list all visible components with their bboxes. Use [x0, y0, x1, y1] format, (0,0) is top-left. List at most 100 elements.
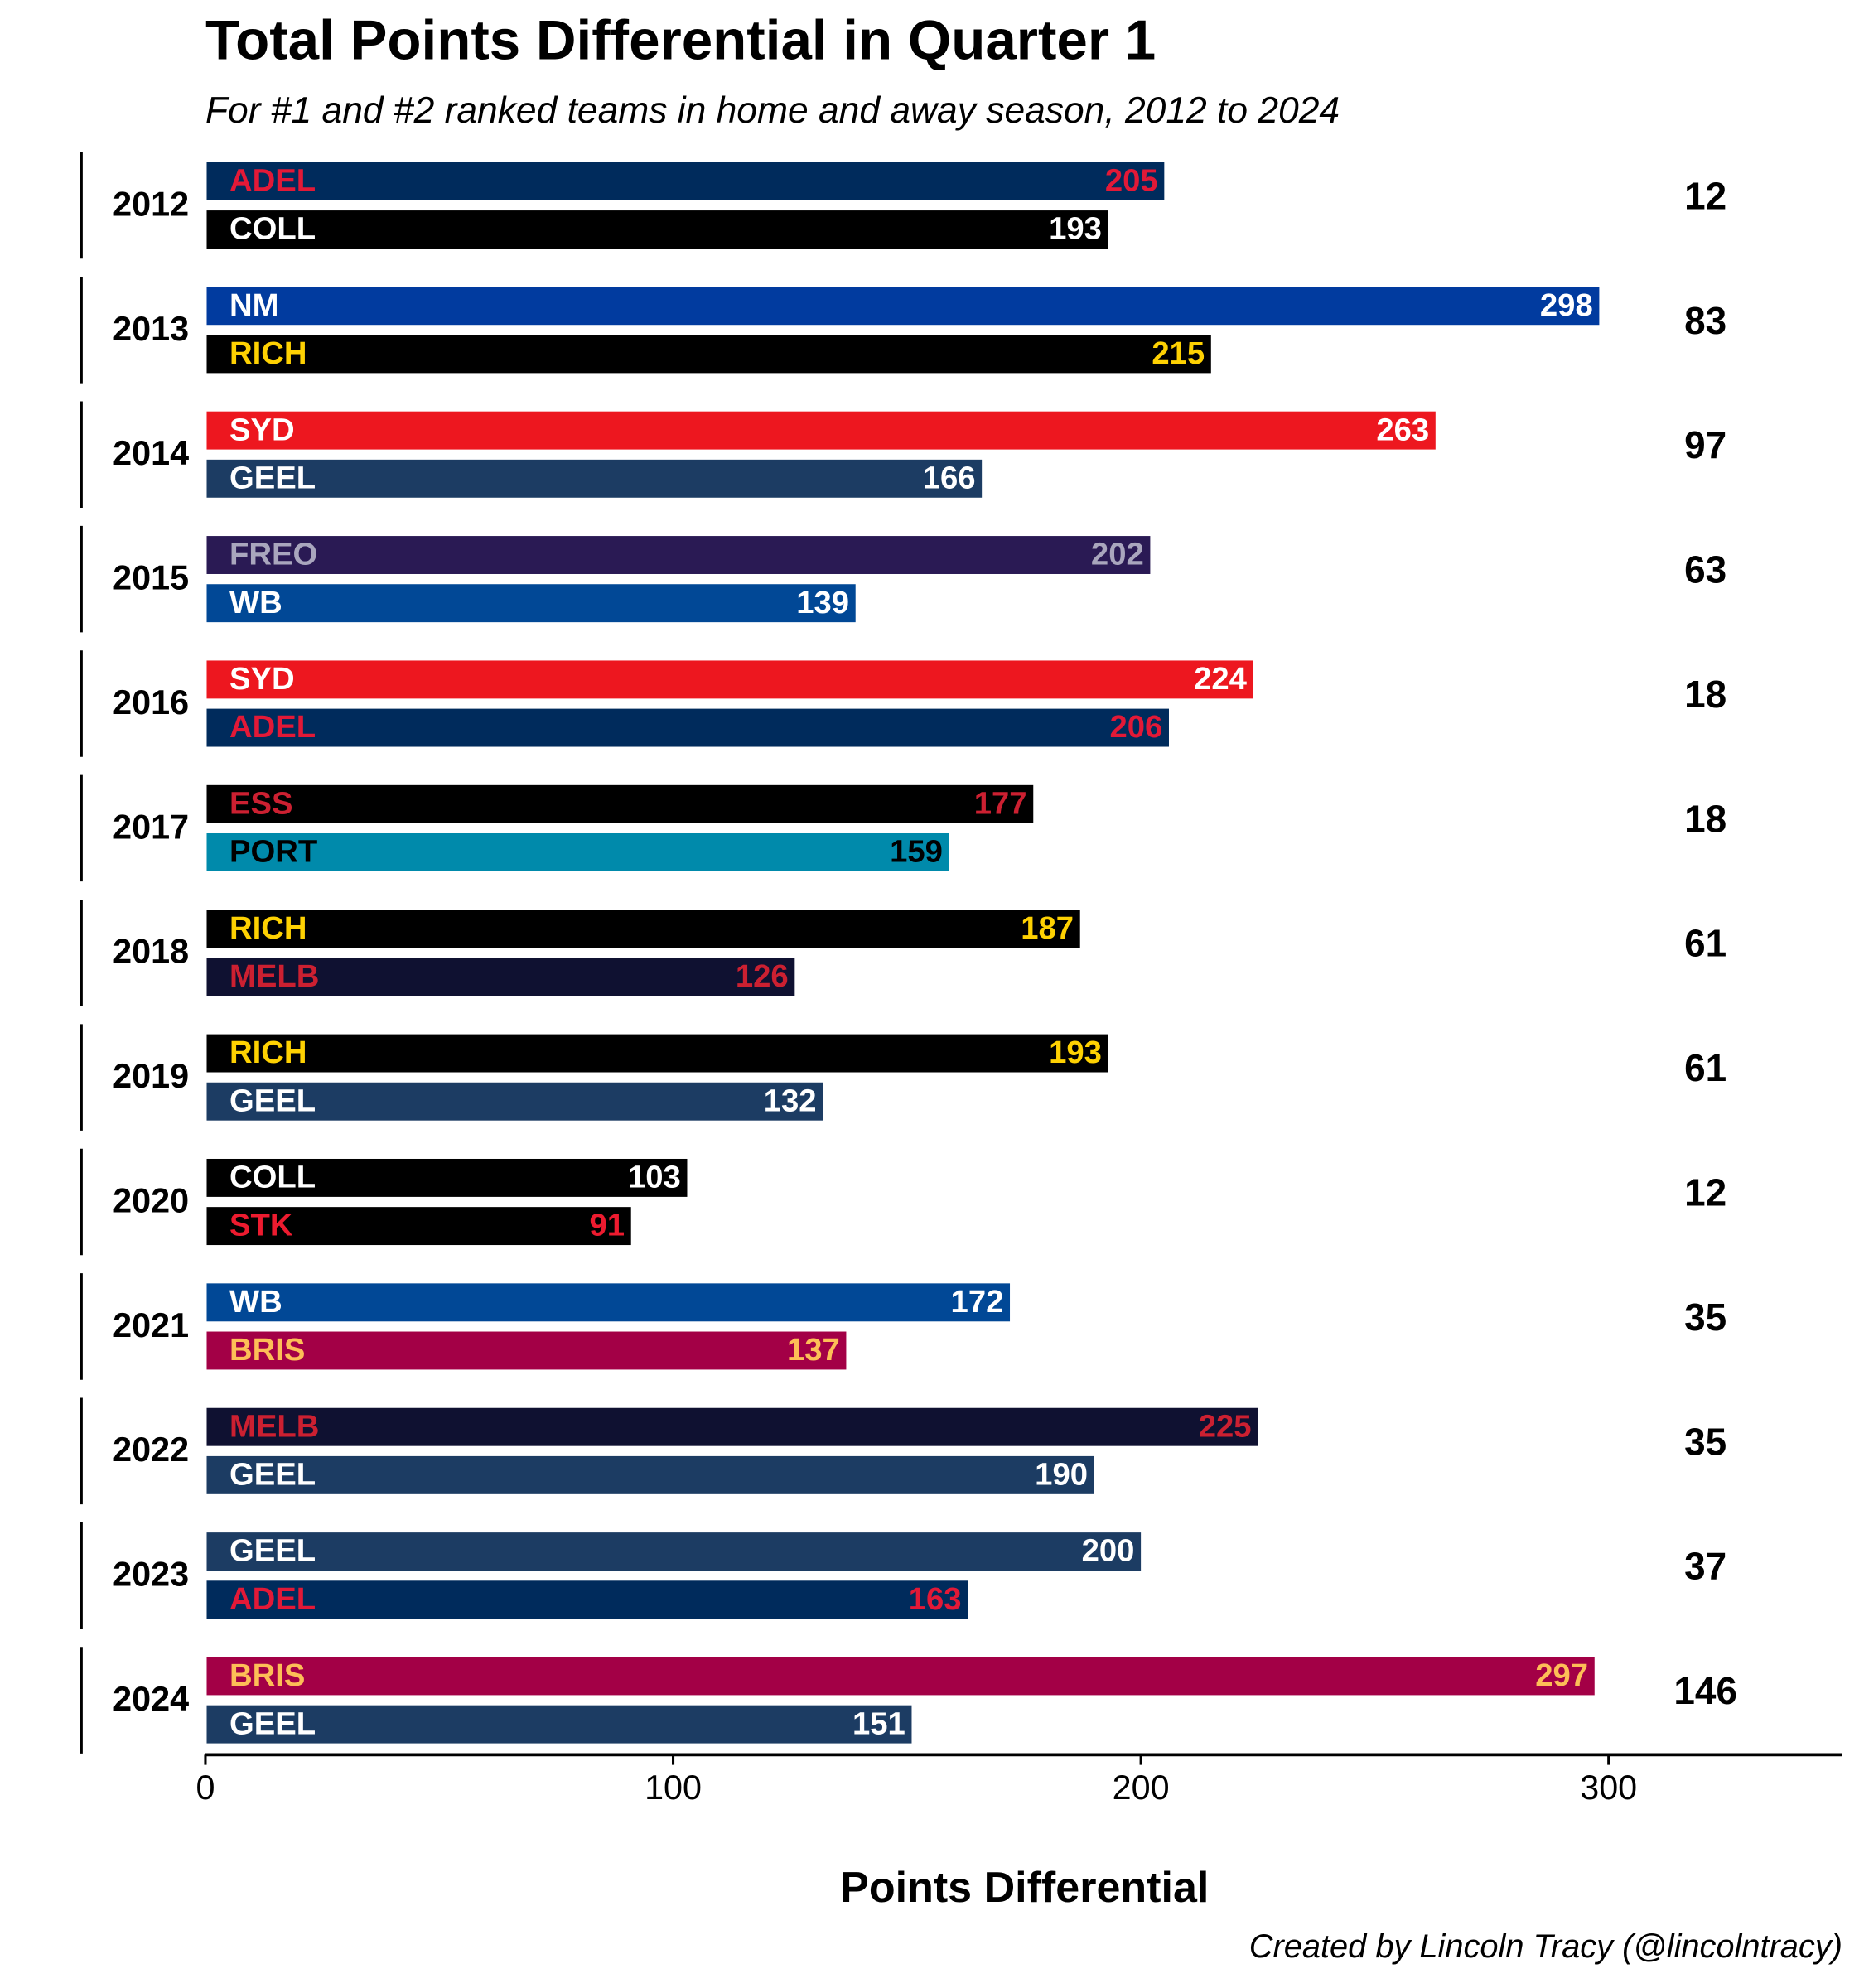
bar — [206, 1532, 1142, 1571]
chart-title: Total Points Differential in Quarter 1 — [205, 9, 1156, 71]
year-label: 2016 — [113, 683, 189, 721]
team-label: RICH — [229, 910, 307, 946]
difference-label: 83 — [1684, 299, 1726, 342]
team-label: WB — [229, 1284, 282, 1320]
team-label: SYD — [229, 661, 295, 697]
value-label: 202 — [1091, 537, 1144, 572]
value-label: 132 — [764, 1083, 817, 1118]
team-label: COLL — [229, 1160, 316, 1195]
team-label: PORT — [229, 834, 317, 870]
difference-label: 35 — [1684, 1296, 1726, 1339]
value-label: 151 — [852, 1706, 905, 1741]
difference-label: 18 — [1684, 673, 1726, 716]
value-label: 225 — [1199, 1408, 1252, 1444]
team-label: ESS — [229, 785, 293, 821]
value-label: 91 — [590, 1208, 625, 1243]
x-tick-label: 100 — [645, 1768, 702, 1807]
team-label: GEEL — [229, 1457, 316, 1493]
year-label: 2020 — [113, 1181, 189, 1219]
bar — [206, 1705, 912, 1744]
team-label: WB — [229, 585, 282, 620]
bar — [206, 287, 1600, 326]
value-label: 298 — [1540, 287, 1593, 323]
value-label: 193 — [1049, 1035, 1102, 1070]
bar — [206, 784, 1034, 823]
chart-subtitle: For #1 and #2 ranked teams in home and a… — [205, 90, 1340, 131]
value-label: 193 — [1049, 211, 1102, 247]
bar — [206, 1331, 847, 1370]
value-label: 166 — [923, 460, 976, 495]
year-label: 2012 — [113, 185, 189, 223]
value-label: 177 — [974, 785, 1027, 821]
difference-label: 18 — [1684, 797, 1726, 840]
team-label: BRIS — [229, 1657, 305, 1693]
value-label: 224 — [1194, 661, 1248, 697]
bar — [206, 1283, 1011, 1322]
value-label: 126 — [736, 958, 789, 994]
caption: Created by Lincoln Tracy (@lincolntracy) — [1249, 1928, 1842, 1965]
value-label: 206 — [1110, 709, 1163, 745]
year-label: 2015 — [113, 559, 189, 597]
value-label: 297 — [1535, 1657, 1588, 1693]
year-label: 2013 — [113, 310, 189, 348]
value-label: 263 — [1376, 412, 1429, 447]
value-label: 139 — [796, 585, 849, 620]
value-label: 200 — [1082, 1533, 1135, 1569]
year-label: 2024 — [113, 1680, 189, 1718]
difference-label: 12 — [1684, 174, 1726, 217]
bar — [206, 584, 856, 623]
team-label: SYD — [229, 412, 295, 447]
team-label: ADEL — [229, 163, 316, 199]
value-label: 172 — [951, 1284, 1004, 1320]
difference-label: 61 — [1684, 1046, 1726, 1089]
value-label: 103 — [628, 1160, 681, 1195]
team-label: GEEL — [229, 460, 316, 495]
difference-label: 63 — [1684, 548, 1726, 591]
bar — [206, 411, 1436, 450]
bar — [206, 1580, 968, 1619]
team-label: BRIS — [229, 1332, 305, 1368]
year-label: 2021 — [113, 1306, 189, 1344]
bar — [206, 335, 1211, 374]
value-label: 215 — [1152, 335, 1205, 371]
bar — [206, 1207, 631, 1246]
difference-label: 97 — [1684, 423, 1726, 466]
year-label: 2019 — [113, 1057, 189, 1095]
difference-label: 12 — [1684, 1170, 1726, 1214]
team-label: MELB — [229, 958, 319, 994]
difference-label: 37 — [1684, 1545, 1726, 1588]
value-label: 187 — [1021, 910, 1074, 946]
difference-label: 146 — [1673, 1669, 1737, 1712]
bar — [206, 162, 1165, 200]
year-label: 2018 — [113, 933, 189, 971]
team-label: COLL — [229, 211, 316, 247]
x-tick-label: 300 — [1580, 1768, 1637, 1807]
value-label: 159 — [890, 834, 943, 870]
bar — [206, 958, 795, 996]
year-label: 2023 — [113, 1556, 189, 1594]
bar — [206, 536, 1151, 574]
year-label: 2017 — [113, 808, 189, 846]
bar — [206, 832, 949, 871]
team-label: GEEL — [229, 1533, 316, 1569]
x-tick-label: 0 — [196, 1768, 215, 1807]
year-label: 2022 — [113, 1431, 189, 1469]
bar — [206, 1407, 1258, 1446]
x-tick-label: 200 — [1113, 1768, 1170, 1807]
difference-label: 61 — [1684, 922, 1726, 965]
x-axis-label: Points Differential — [840, 1864, 1209, 1912]
team-label: STK — [229, 1208, 293, 1243]
bar — [206, 1455, 1094, 1494]
team-label: RICH — [229, 1035, 307, 1070]
bar — [206, 708, 1169, 747]
value-label: 163 — [909, 1581, 962, 1617]
value-label: 137 — [787, 1332, 840, 1368]
value-label: 190 — [1035, 1457, 1088, 1493]
bar — [206, 459, 983, 498]
bar — [206, 1158, 688, 1197]
value-label: 205 — [1105, 163, 1158, 199]
team-label: RICH — [229, 335, 307, 371]
team-label: ADEL — [229, 1581, 316, 1617]
